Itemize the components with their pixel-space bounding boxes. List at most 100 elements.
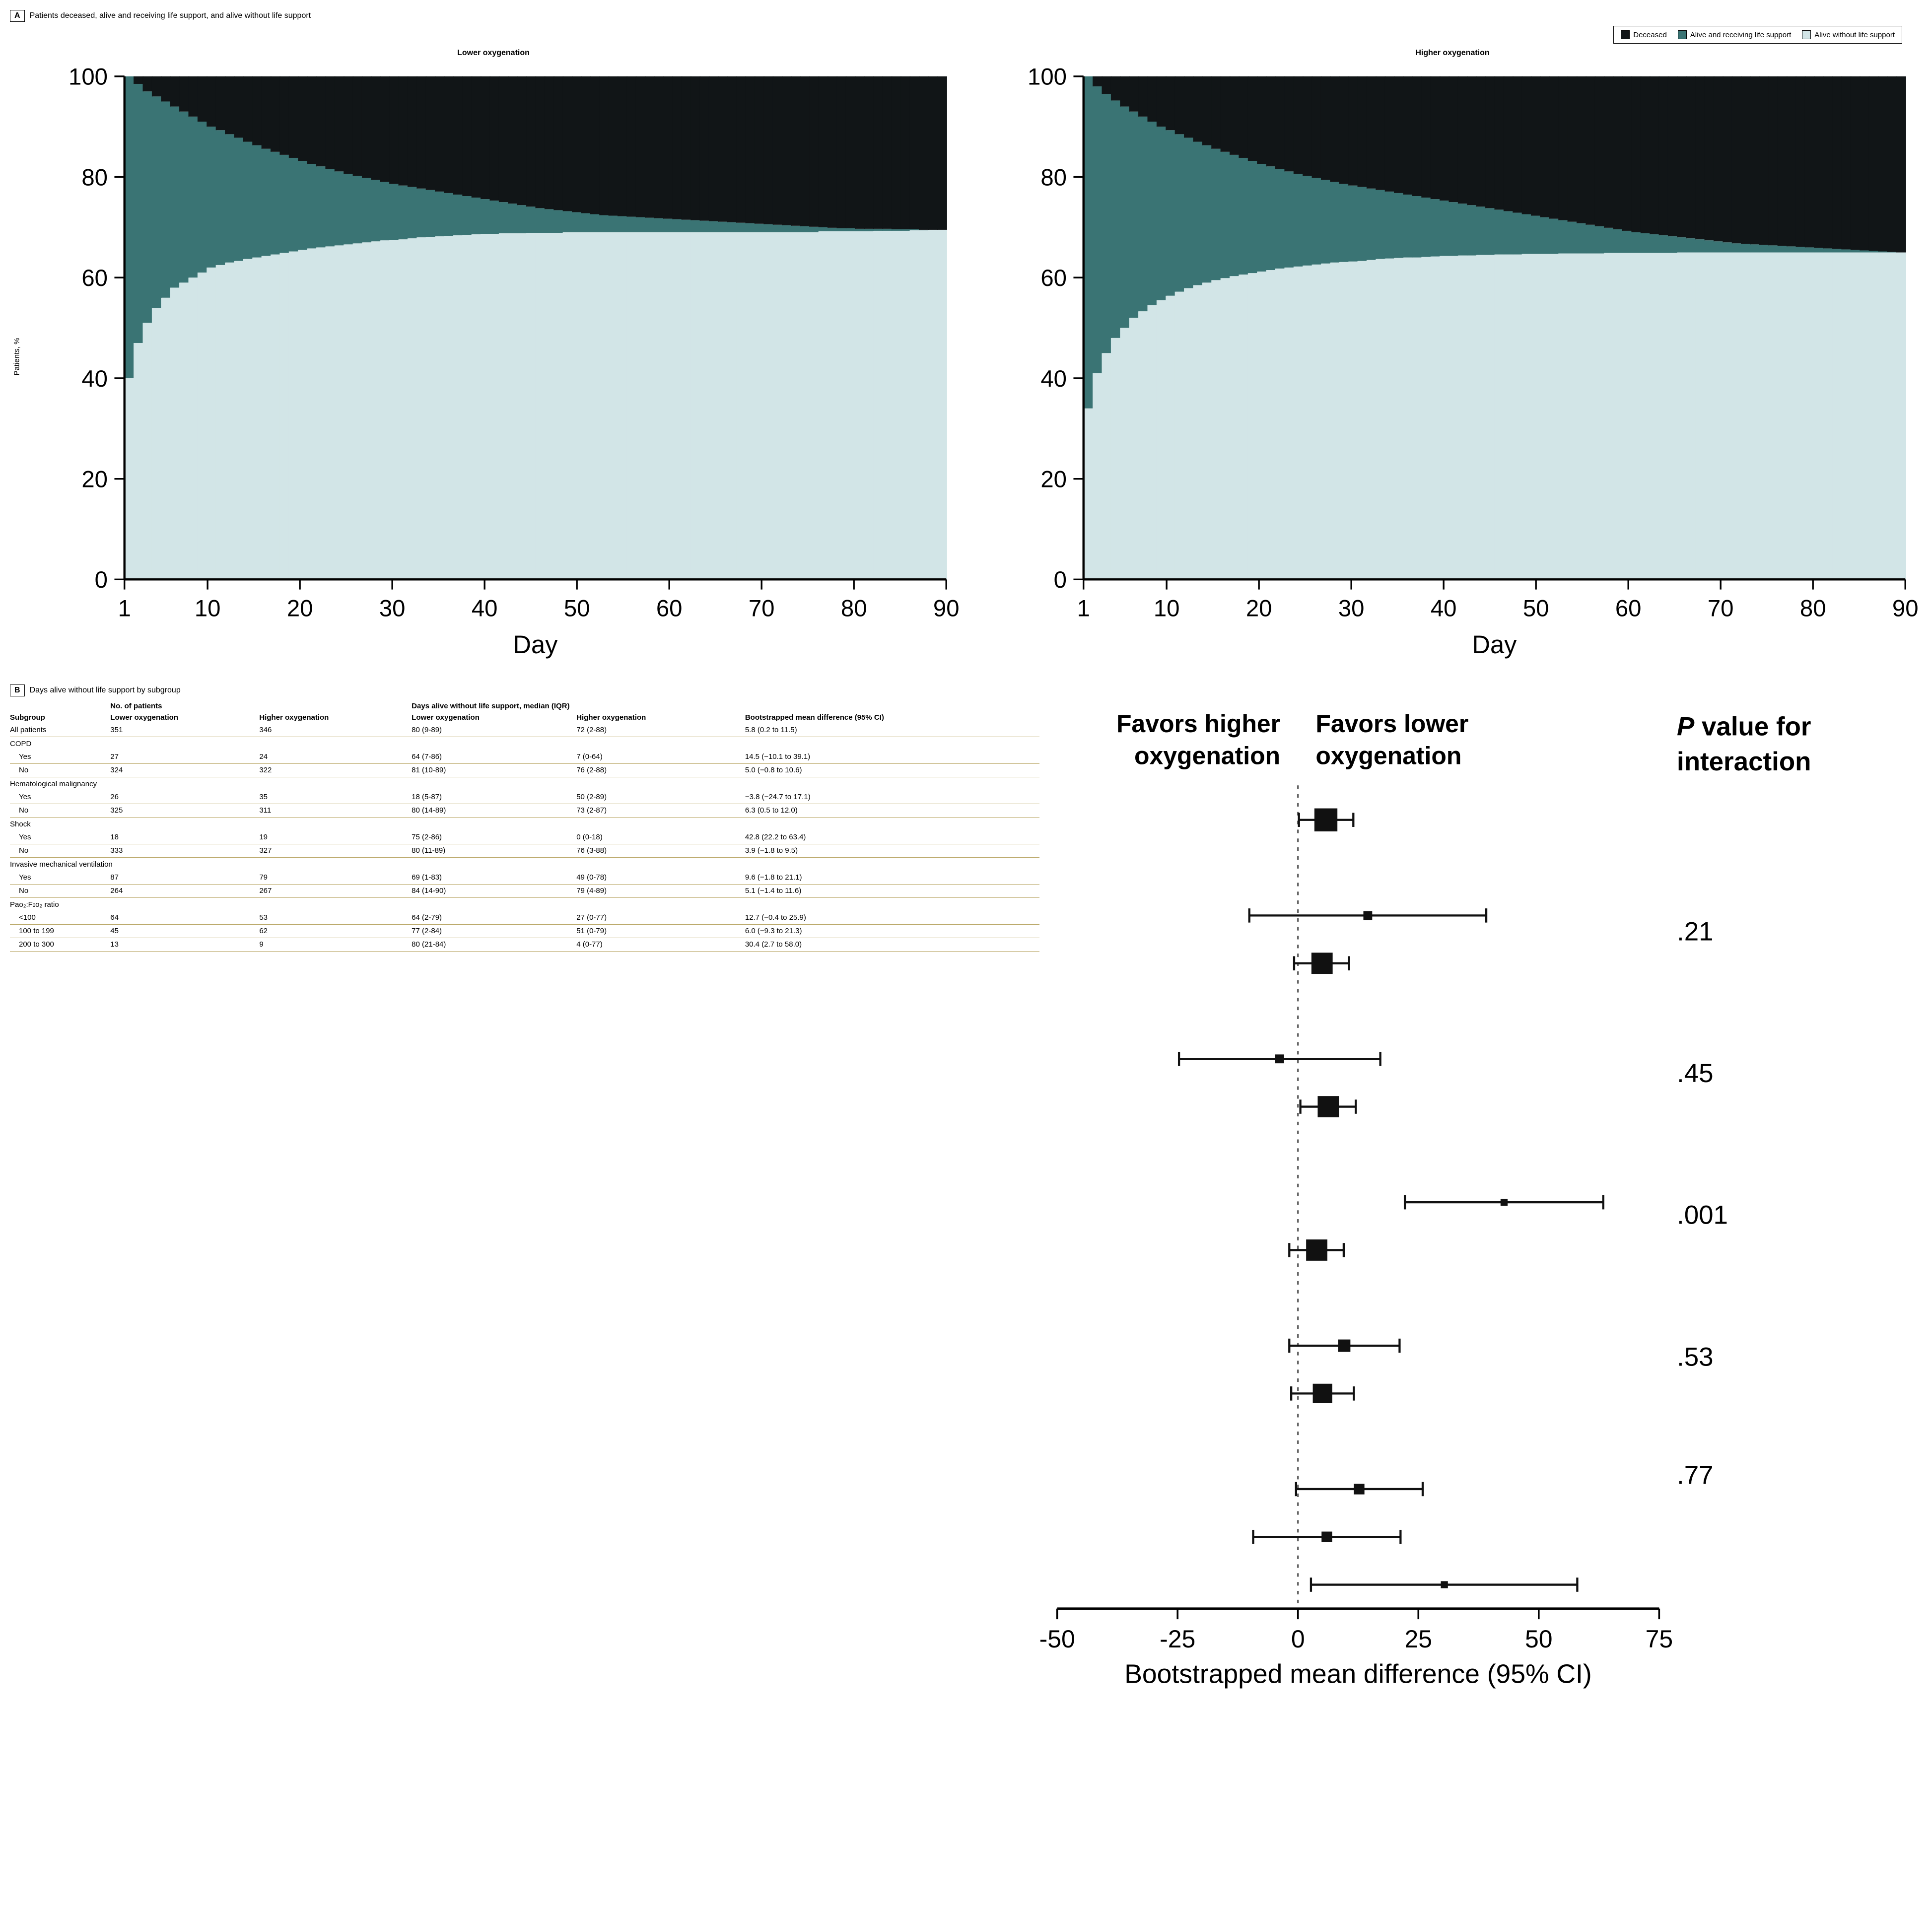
subgroup-label: Yes [10,790,110,804]
days-higher: 72 (2-88) [576,723,745,737]
subgroup-label: Yes [10,830,110,844]
favors-higher-label: Favors higher [1116,710,1280,738]
legend-label: Deceased [1633,31,1667,39]
forest-point [1318,1096,1339,1117]
svg-text:50: 50 [564,596,590,622]
days-higher: 4 (0-77) [576,938,745,951]
n-lower: 13 [110,938,259,951]
chart-title: Lower oxygenation [24,49,963,58]
hdr-boot: Bootstrapped mean difference (95% CI) [745,700,1039,723]
n-higher: 322 [259,763,412,777]
svg-text:0: 0 [95,567,108,593]
stacked-area-chart: 0204060801001102030405060708090Day [983,60,1922,663]
n-higher: 9 [259,938,412,951]
boot-ci: 42.8 (22.2 to 63.4) [745,830,1039,844]
panel-b-header: B Days alive without life support by sub… [10,684,1922,696]
svg-text:1: 1 [1077,596,1090,622]
n-higher: 346 [259,723,412,737]
pvalue: .21 [1677,917,1714,947]
days-lower: 77 (2-84) [412,924,576,938]
svg-text:30: 30 [379,596,406,622]
svg-text:100: 100 [69,64,108,90]
favors-higher-label2: oxygenation [1134,742,1280,770]
legend-swatch [1621,30,1630,39]
svg-text:Day: Day [1472,630,1517,659]
days-lower: 75 (2-86) [412,830,576,844]
legend-label: Alive and receiving life support [1690,31,1791,39]
subgroup-label: <100 [10,911,110,924]
subgroup-label: 200 to 300 [10,938,110,951]
n-lower: 45 [110,924,259,938]
n-higher: 267 [259,884,412,897]
panel-a-letter: A [10,10,25,22]
hdr-lower-n: Lower oxygenation [110,712,259,723]
panel-b-table-wrap: Subgroup No. of patients Days alive with… [10,700,1039,1699]
days-higher: 51 (0-79) [576,924,745,938]
days-lower: 69 (1-83) [412,871,576,884]
svg-text:90: 90 [933,596,960,622]
days-higher: 76 (3-88) [576,844,745,857]
panel-a-legend-wrap: Deceased Alive and receiving life support… [10,26,1902,44]
svg-text:60: 60 [1615,596,1642,622]
subgroup-group-label: COPD [10,737,1039,750]
legend-item: Alive and receiving life support [1678,30,1791,39]
days-higher: 27 (0-77) [576,911,745,924]
boot-ci: 6.0 (−9.3 to 21.3) [745,924,1039,938]
forest-point [1321,1532,1332,1542]
svg-text:80: 80 [1040,164,1067,191]
stacked-area-chart: 0204060801001102030405060708090Day [24,60,963,663]
subgroup-label: Yes [10,750,110,763]
n-higher: 19 [259,830,412,844]
boot-ci: 9.6 (−1.8 to 21.1) [745,871,1039,884]
svg-text:80: 80 [841,596,867,622]
svg-text:25: 25 [1405,1625,1433,1653]
n-higher: 311 [259,804,412,817]
panel-a-header: A Patients deceased, alive and receiving… [10,10,1922,22]
n-higher: 24 [259,750,412,763]
chart-title: Higher oxygenation [983,49,1922,58]
n-lower: 18 [110,830,259,844]
svg-text:70: 70 [1708,596,1734,622]
svg-text:20: 20 [81,467,108,493]
forest-point [1354,1484,1364,1495]
legend-label: Alive without life support [1814,31,1895,39]
svg-text:75: 75 [1646,1625,1673,1653]
days-lower: 80 (9-89) [412,723,576,737]
n-lower: 324 [110,763,259,777]
chart-column: Lower oxygenation02040608010011020304050… [24,49,963,665]
hdr-lower-d: Lower oxygenation [412,712,576,723]
svg-text:50: 50 [1523,596,1549,622]
svg-text:10: 10 [195,596,221,622]
days-higher: 76 (2-88) [576,763,745,777]
subgroup-group-label: Pao₂:Fɪo₂ ratio [10,897,1039,911]
svg-text:interaction: interaction [1677,747,1811,776]
days-higher: 79 (4-89) [576,884,745,897]
n-higher: 79 [259,871,412,884]
boot-ci: 3.9 (−1.8 to 9.5) [745,844,1039,857]
svg-text:80: 80 [1800,596,1826,622]
n-lower: 87 [110,871,259,884]
forest-point [1275,1055,1284,1064]
svg-text:1: 1 [118,596,131,622]
hdr-higher-d: Higher oxygenation [576,712,745,723]
svg-text:40: 40 [1431,596,1457,622]
days-higher: 49 (0-78) [576,871,745,884]
svg-text:Day: Day [513,630,558,659]
days-lower: 80 (14-89) [412,804,576,817]
svg-text:40: 40 [472,596,498,622]
svg-text:90: 90 [1892,596,1919,622]
panel-b-forest-wrap: Favors higheroxygenationFavors loweroxyg… [1039,700,1677,1699]
forest-point [1313,1384,1332,1403]
forest-plot: Favors higheroxygenationFavors loweroxyg… [1039,700,1677,1699]
forest-point [1338,1340,1351,1352]
panel-a-ylabel: Patients, % [13,338,21,376]
boot-ci: 30.4 (2.7 to 58.0) [745,938,1039,951]
forest-point [1306,1239,1327,1261]
pvalue-svg: P value forinteraction.21.45.001.53.77 [1677,700,1922,1686]
panel-a: A Patients deceased, alive and receiving… [10,10,1922,665]
svg-text:50: 50 [1525,1625,1553,1653]
subgroup-group-label: Invasive mechanical ventilation [10,857,1039,871]
svg-text:20: 20 [287,596,313,622]
n-lower: 27 [110,750,259,763]
svg-text:80: 80 [81,164,108,191]
